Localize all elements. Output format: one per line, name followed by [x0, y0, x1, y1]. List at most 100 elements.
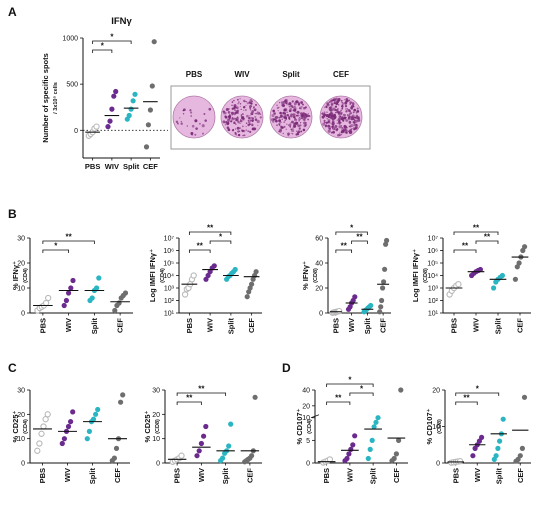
data-point-cef: [378, 304, 384, 310]
well-spot: [330, 131, 333, 134]
well-spot: [304, 123, 308, 126]
elispot-well-pbs: [172, 95, 216, 139]
well-spot: [252, 107, 254, 109]
data-point-wiv: [470, 453, 476, 459]
well-spot: [298, 128, 300, 130]
well-spot: [338, 122, 341, 125]
well-spot: [336, 119, 338, 121]
y-tick-label: 30: [17, 388, 25, 395]
well-spot: [344, 104, 348, 108]
data-point-split: [232, 266, 238, 273]
well-spot: [245, 122, 248, 124]
well-spot: [251, 100, 253, 103]
data-point-pbs: [40, 423, 47, 430]
well-spot: [349, 123, 351, 125]
well-spot: [290, 104, 293, 108]
well-spot: [195, 127, 198, 130]
significance-bracket: [349, 392, 374, 396]
x-tick-label: PBS: [85, 162, 100, 171]
well-spot: [288, 105, 291, 108]
well-spot: [298, 117, 302, 121]
well-spot: [301, 106, 303, 108]
well-spot: [228, 116, 231, 119]
data-point-wiv: [66, 290, 72, 296]
well-spot: [273, 118, 276, 121]
well-spot: [194, 119, 198, 123]
significance-bracket: [455, 392, 500, 396]
well-spot: [325, 116, 327, 118]
well-spot: [357, 118, 361, 122]
well-spot: [301, 117, 303, 120]
well-spot: [202, 132, 204, 135]
well-spot: [237, 98, 239, 101]
y-tick-label: 20: [152, 412, 160, 419]
x-tick-label: Split: [221, 467, 230, 484]
data-point-pbs: [181, 291, 189, 298]
significance-label: **: [66, 233, 73, 242]
significance-bracket: [176, 401, 202, 405]
chart-c1: 0 10 20 30 % CD25⁺ (CD4) PBS WIV Split CEF: [11, 388, 130, 484]
well-spot: [242, 116, 245, 118]
y-tick-label: 10⁷: [428, 236, 439, 243]
well-spot: [345, 110, 348, 113]
y-axis-title-line: (CD8): [423, 268, 429, 283]
well-spot: [329, 111, 333, 115]
data-point-cef: [112, 307, 118, 314]
data-point-cef: [517, 453, 523, 459]
y-axis-title-line: (CD4): [307, 419, 313, 434]
well-spot: [345, 117, 347, 119]
y-axis-title: % CD107⁺ (CD4): [295, 408, 313, 444]
well-spot: [288, 102, 292, 106]
well-spot: [344, 129, 348, 132]
well-spot: [257, 111, 259, 113]
data-point-pbs: [36, 440, 43, 447]
well-spot: [325, 126, 327, 128]
data-point-split: [493, 453, 499, 459]
well-spot: [354, 116, 357, 119]
well-spot: [182, 113, 185, 115]
data-point-split: [89, 295, 95, 301]
x-tick-label: Split: [369, 467, 378, 484]
elispot-well-cef: [319, 95, 363, 139]
well-spot: [232, 106, 236, 110]
chart-b4: 10¹ 10² 10³ 10⁴ 10⁵ 10⁶ 10⁷ Log IMFI IFNγ⁺ (CD8)…: [411, 224, 531, 334]
data-point-split: [368, 302, 374, 309]
y-tick-label: 10³: [428, 286, 439, 293]
well-spot: [342, 116, 344, 118]
data-point-split: [365, 455, 371, 462]
x-tick-label: WIV: [206, 318, 215, 332]
significance-bracket: [326, 383, 374, 387]
well-spot: [292, 114, 295, 117]
x-tick-label: WIV: [347, 318, 356, 332]
data-point-cef: [253, 269, 259, 275]
y-tick-label: 0: [21, 461, 25, 468]
well-spot: [180, 121, 182, 123]
y-axis-title-line: (CD4): [23, 419, 29, 434]
well-spot: [299, 124, 302, 127]
significance-bracket: [475, 240, 499, 244]
well-spot: [191, 124, 195, 128]
well-spot: [328, 107, 332, 110]
y-axis-title-line: % IFNγ⁺: [301, 261, 310, 290]
panel-letter-c: C: [8, 361, 17, 375]
well-spot: [222, 110, 225, 113]
data-point-cef: [113, 445, 120, 451]
well-spot: [338, 115, 342, 119]
data-point-cef: [143, 144, 150, 150]
well-spot: [239, 98, 241, 100]
well-spot: [286, 114, 289, 117]
significance-bracket: [188, 231, 232, 235]
well-spot: [334, 124, 338, 129]
data-point-split: [497, 438, 503, 444]
well-spot: [296, 132, 300, 136]
well-spot: [190, 111, 193, 114]
well-spot: [175, 120, 179, 123]
chart-c2: 0 10 20 30 % CD25⁺ (CD8) PBS WIV Split CEF ** **: [143, 385, 262, 484]
data-point-cef: [391, 455, 397, 462]
well-spot: [345, 97, 349, 101]
well-spot: [274, 116, 277, 119]
well-spot: [347, 114, 351, 118]
well-spot: [247, 120, 251, 124]
well-spot: [305, 122, 307, 124]
data-point-split: [226, 443, 232, 449]
